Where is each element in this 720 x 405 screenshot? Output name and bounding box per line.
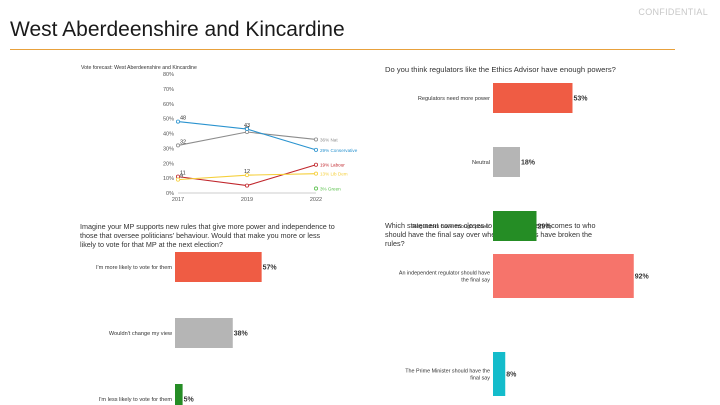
- bar-category-label: The Prime Minister should have the final …: [405, 368, 490, 381]
- series-end-label: 36% Nat: [320, 137, 338, 142]
- data-point: [175, 143, 180, 148]
- bar-category-label-line: I'm more likely to vote for them: [96, 265, 172, 271]
- data-label: 32: [180, 139, 186, 145]
- bar-category-label: I'm less likely to vote for them: [99, 397, 173, 403]
- bar: [493, 147, 520, 177]
- series-end-label: 13% Lib Dem: [320, 172, 348, 177]
- data-point: [244, 173, 249, 178]
- bar: [175, 252, 262, 282]
- data-point: [313, 137, 318, 142]
- data-label: 11: [180, 171, 186, 177]
- series-end-label: 29% Conservative: [320, 148, 358, 153]
- data-label: 9: [180, 174, 183, 180]
- bar-category-label: An independent regulator should have the …: [399, 270, 490, 283]
- bar: [493, 254, 634, 298]
- bar-chart-3-title: Which statement comes closes to your vie…: [385, 221, 596, 248]
- x-tick-label: 2017: [172, 197, 184, 203]
- bar: [493, 83, 573, 113]
- data-label: 48: [180, 116, 186, 122]
- bar-value-label: 53%: [574, 96, 589, 103]
- bar: [493, 352, 506, 396]
- bar-category-label-line: I'm less likely to vote for them: [99, 397, 173, 403]
- data-label: 43: [244, 123, 250, 129]
- bar-category-label-line: final say: [470, 375, 490, 381]
- bar-category-label: Regulators have enough power: [412, 224, 490, 230]
- bar-category-label-line: The Prime Minister should have the: [405, 368, 490, 374]
- data-label: 12: [244, 169, 250, 175]
- bar-value-label: 8%: [506, 372, 517, 379]
- y-tick-label: 20%: [163, 161, 174, 167]
- series-end-label: 3% Green: [320, 187, 341, 192]
- bar-value-label: 38%: [234, 331, 249, 338]
- bar-category-label-line: Neutral: [472, 160, 490, 166]
- bar-category-label-line: An independent regulator should have: [399, 270, 490, 276]
- data-point: [313, 162, 318, 167]
- data-point: [244, 127, 249, 132]
- bar: [493, 211, 537, 241]
- y-tick-label: 30%: [163, 146, 174, 152]
- y-tick-label: 0%: [166, 191, 174, 197]
- confidential-label: CONFIDENTIAL: [638, 7, 708, 17]
- y-tick-label: 70%: [163, 87, 174, 93]
- title-divider: [10, 49, 675, 50]
- data-point: [313, 147, 318, 152]
- bar-category-label: Neutral: [472, 160, 490, 166]
- line-chart-title: Vote forecast: West Aberdeenshire and Ki…: [81, 65, 197, 71]
- data-point: [244, 183, 249, 188]
- bar: [175, 318, 233, 348]
- y-tick-label: 40%: [163, 132, 174, 138]
- y-tick-label: 50%: [163, 117, 174, 123]
- y-tick-label: 60%: [163, 102, 174, 108]
- bar-chart-1-title: Do you think regulators like the Ethics …: [385, 65, 616, 74]
- bar-category-label-line: Regulators need more power: [418, 96, 490, 102]
- bar-value-label: 57%: [263, 265, 278, 272]
- y-tick-label: 10%: [163, 176, 174, 182]
- data-point: [313, 171, 318, 176]
- bar-value-label: 92%: [635, 274, 650, 281]
- bar-value-label: 29%: [538, 224, 553, 231]
- bar-category-label: I'm more likely to vote for them: [96, 265, 172, 271]
- data-point: [313, 186, 318, 191]
- data-point: [175, 119, 180, 124]
- series-end-label: 19% Labour: [320, 163, 345, 168]
- bar: [175, 384, 183, 405]
- bar-category-label: Regulators need more power: [418, 96, 490, 102]
- bar-category-label-line: Regulators have enough power: [412, 224, 490, 230]
- page-title: West Aberdeenshire and Kincardine: [10, 18, 345, 41]
- bar-category-label: Wouldn't change my view: [109, 331, 173, 337]
- bar-category-label-line: Wouldn't change my view: [109, 331, 173, 337]
- bar-category-label-line: the final say: [461, 277, 490, 283]
- bar-value-label: 18%: [521, 160, 536, 167]
- data-point: [175, 177, 180, 182]
- x-tick-label: 2022: [310, 197, 322, 203]
- bar-value-label: 5%: [184, 397, 195, 404]
- y-tick-label: 80%: [163, 72, 174, 78]
- x-tick-label: 2019: [241, 197, 253, 203]
- bar-chart-2-title: Imagine your MP supports new rules that …: [80, 222, 335, 249]
